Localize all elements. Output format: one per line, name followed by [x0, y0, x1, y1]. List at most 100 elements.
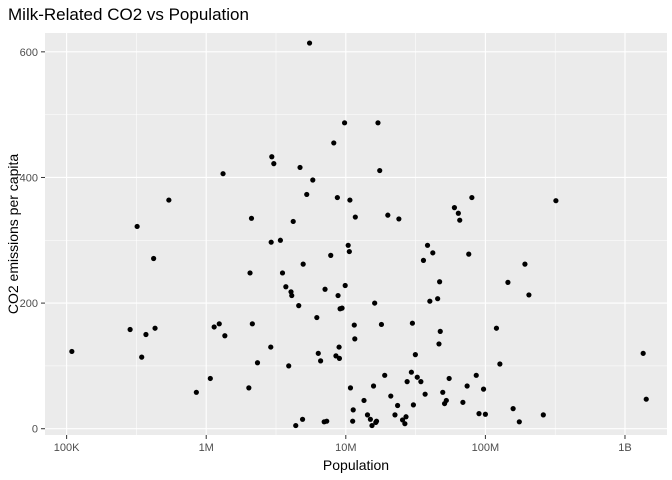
- data-point: [345, 242, 351, 248]
- data-point: [437, 328, 443, 334]
- y-axis: 0 200 400 600: [20, 47, 45, 436]
- data-point: [482, 411, 488, 417]
- data-point: [151, 255, 157, 262]
- data-point: [143, 331, 149, 338]
- data-point: [430, 250, 436, 256]
- x-tick-label: 100K: [54, 442, 80, 454]
- minor-gridlines: [45, 33, 667, 435]
- data-point: [314, 314, 320, 321]
- data-point: [347, 385, 354, 391]
- data-point: [248, 215, 255, 221]
- data-point: [152, 325, 158, 331]
- data-point: [300, 261, 306, 267]
- data-point: [134, 223, 140, 230]
- data-point: [193, 389, 199, 395]
- data-point: [315, 350, 321, 356]
- data-point: [437, 279, 443, 285]
- data-point: [306, 40, 313, 46]
- data-point: [480, 386, 487, 392]
- data-point: [373, 418, 380, 424]
- data-point: [403, 414, 409, 420]
- data-point: [370, 383, 377, 389]
- data-point: [331, 140, 337, 146]
- data-point: [246, 385, 252, 391]
- data-point: [388, 393, 394, 399]
- data-point: [526, 292, 532, 298]
- data-point: [290, 218, 296, 225]
- data-point: [69, 348, 75, 355]
- data-point: [404, 379, 410, 385]
- data-point: [351, 322, 357, 328]
- data-point: [328, 252, 334, 258]
- y-tick-label: 400: [20, 172, 38, 184]
- data-point: [540, 412, 546, 418]
- data-point: [643, 396, 649, 402]
- data-point: [289, 292, 295, 299]
- data-point: [516, 419, 522, 425]
- y-tick-label: 0: [32, 424, 38, 436]
- data-point: [414, 374, 420, 380]
- data-point: [424, 242, 431, 248]
- data-point: [271, 161, 277, 167]
- data-point: [410, 402, 417, 408]
- data-point: [352, 214, 358, 220]
- data-point: [207, 375, 213, 382]
- data-point: [350, 418, 356, 424]
- data-point: [247, 270, 253, 276]
- data-point: [473, 372, 479, 378]
- data-point: [418, 379, 424, 385]
- data-point: [385, 212, 391, 218]
- x-axis-title: Population: [323, 457, 389, 473]
- data-point: [455, 210, 461, 216]
- data-point: [222, 333, 228, 339]
- data-point: [505, 279, 511, 285]
- data-point: [334, 194, 340, 201]
- data-point: [399, 417, 406, 423]
- data-point: [420, 257, 427, 263]
- data-point: [510, 406, 516, 412]
- data-point: [318, 358, 324, 364]
- x-tick-label: 100M: [472, 442, 500, 454]
- data-point: [310, 177, 316, 183]
- data-point: [378, 321, 385, 328]
- data-point: [277, 237, 284, 243]
- data-point: [394, 402, 401, 409]
- data-point: [640, 350, 646, 356]
- data-point: [336, 355, 343, 361]
- data-point: [324, 418, 330, 424]
- data-point: [460, 399, 466, 405]
- data-point: [304, 191, 310, 198]
- data-point: [497, 361, 503, 367]
- data-point: [249, 321, 255, 327]
- data-point: [341, 120, 348, 126]
- data-point: [377, 167, 383, 174]
- data-point: [457, 217, 463, 223]
- data-point: [422, 391, 428, 397]
- data-point: [350, 407, 356, 413]
- data-point: [283, 284, 289, 290]
- data-point: [299, 416, 306, 422]
- data-point: [466, 251, 472, 257]
- data-point: [446, 375, 452, 382]
- plot-panel: [45, 33, 667, 435]
- data-point: [451, 205, 458, 211]
- data-point: [493, 325, 500, 331]
- data-point: [435, 296, 441, 302]
- data-point: [296, 303, 302, 309]
- data-point: [553, 198, 559, 204]
- data-point: [346, 248, 352, 255]
- data-point: [339, 305, 345, 311]
- data-point: [293, 422, 299, 429]
- data-point: [440, 389, 446, 395]
- data-point: [382, 372, 388, 378]
- data-point: [211, 324, 217, 330]
- data-point: [409, 320, 416, 326]
- data-point: [347, 197, 353, 203]
- data-point: [522, 261, 528, 267]
- data-point: [436, 341, 442, 347]
- chart-title: Milk-Related CO2 vs Population: [8, 5, 249, 24]
- data-point: [372, 300, 378, 306]
- data-point: [286, 363, 292, 369]
- data-point: [268, 344, 274, 350]
